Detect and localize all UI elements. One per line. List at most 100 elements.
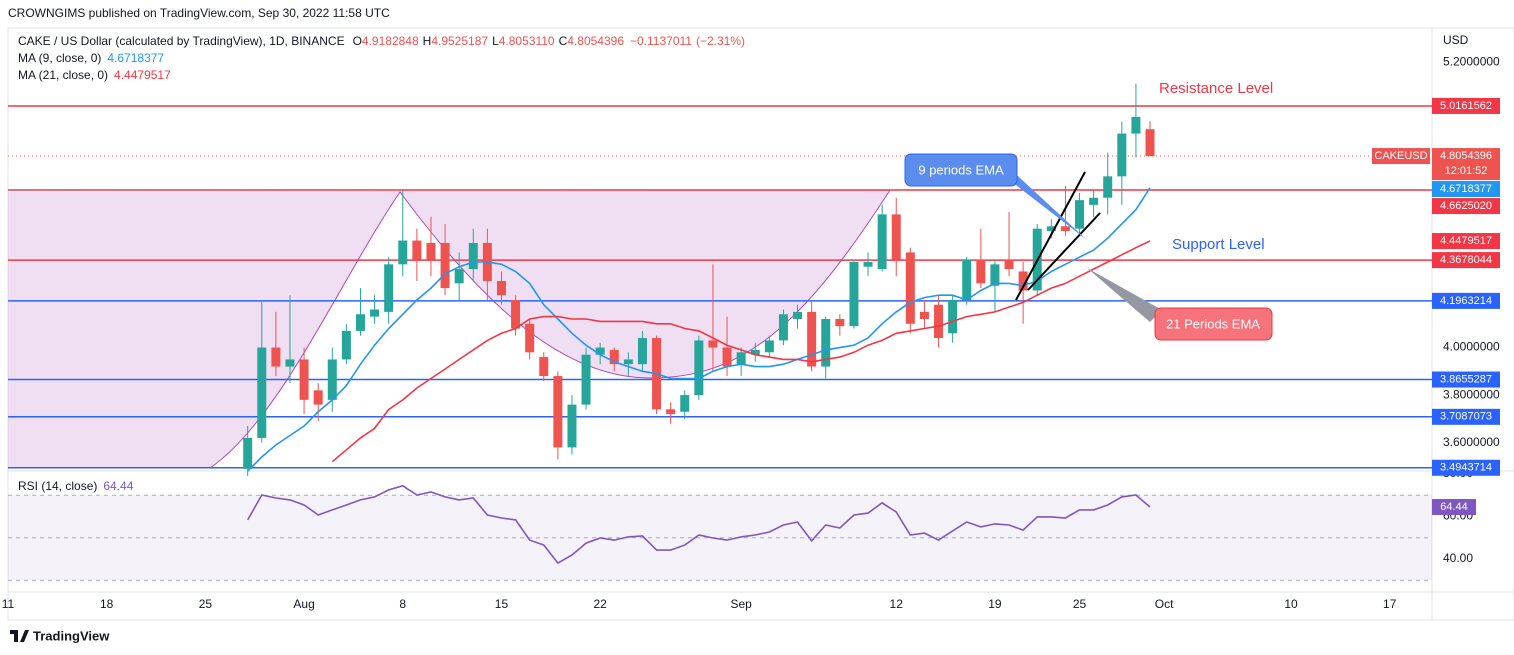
x-tick-label: Oct [1155, 597, 1174, 611]
level-tag-label: 3.8655287 [1440, 373, 1492, 385]
candle-body [454, 269, 464, 284]
price-tag [1432, 148, 1500, 181]
candle-body [1075, 200, 1085, 229]
ohlc-key: O [353, 34, 362, 48]
x-tick-label: Sep [730, 597, 752, 611]
candle-body [1089, 197, 1099, 205]
level-tag-label: 5.0161562 [1440, 100, 1492, 112]
ma9-legend: MA (9, close, 0) 4.6718377 [18, 51, 164, 65]
x-tick-label: 25 [199, 597, 213, 611]
candle-body [257, 347, 267, 438]
legend-name: MA (9, close, 0) [18, 51, 101, 65]
ma-line [247, 187, 1151, 472]
candle-body [327, 359, 337, 400]
candle-body [793, 311, 803, 320]
rsi-tick-label: 40.00 [1443, 551, 1473, 565]
candle-body [370, 309, 380, 317]
candle-body [243, 437, 253, 469]
y-tick-label: 3.6000000 [1443, 435, 1500, 449]
candle-body [736, 352, 746, 365]
x-tick-label: 18 [100, 597, 114, 611]
level-tag-label: 3.4943714 [1440, 462, 1492, 474]
candle-body [849, 261, 859, 327]
channel-line [1027, 212, 1101, 291]
brand-logo [10, 630, 29, 642]
level-tag [1432, 252, 1500, 269]
ohlc-value: 4.9182848 [362, 34, 419, 48]
candle-body [426, 242, 436, 260]
candle-body [496, 280, 506, 296]
x-tick-label: 8 [399, 597, 406, 611]
ticker-tag [1372, 148, 1430, 165]
level-tag-label: 4.6625020 [1440, 200, 1492, 212]
x-tick-label: 25 [1073, 597, 1087, 611]
y-tick-label: 4.0000000 [1443, 340, 1500, 354]
change-percent: (−2.31%) [696, 34, 745, 48]
level-tag-label: 4.1963214 [1440, 295, 1492, 307]
candle-body [877, 214, 887, 270]
candle-body [1018, 271, 1028, 291]
ma-line [331, 240, 1151, 463]
legend-value: 64.44 [103, 479, 133, 493]
ohlc-key: L [492, 34, 499, 48]
candle-body [821, 319, 831, 367]
legend-name: RSI (14, close) [18, 479, 97, 493]
x-tick-label: 19 [988, 597, 1002, 611]
ohlc-key: H [423, 34, 432, 48]
candle-body [750, 349, 760, 355]
candle-body [440, 242, 450, 289]
frame [7, 27, 1514, 621]
candle-body [835, 319, 845, 327]
resistance-label: Resistance Level [1159, 80, 1273, 97]
level-tag [1432, 459, 1500, 476]
rsi-legend: RSI (14, close) 64.44 [18, 479, 134, 493]
y-tick-label: 5.2000000 [1443, 54, 1500, 68]
x-tick-label: 15 [495, 597, 509, 611]
ma-tag-label: 4.6718377 [1440, 183, 1492, 195]
candle-body [581, 354, 591, 405]
candle-body [1004, 259, 1014, 270]
ma-tag-label: 4.4479517 [1440, 235, 1492, 247]
candle-body [962, 259, 972, 300]
ticker: CAKEUSD [1374, 150, 1427, 162]
published-line: CROWNGIMS published on TradingView.com, … [8, 6, 390, 20]
ema9-pointer [1005, 164, 1087, 240]
footer: TradingView [10, 628, 110, 643]
candle-body [778, 314, 788, 341]
x-tick-label: Aug [293, 597, 314, 611]
candle-body [1145, 129, 1155, 157]
candle-body [355, 314, 365, 331]
annotation-layer: 9 periods EMA 21 Periods EMA Resistance … [904, 80, 1273, 341]
level-tag [1432, 292, 1500, 309]
ohlc-value: 4.9525187 [431, 34, 488, 48]
level-tag [1432, 408, 1500, 425]
x-tick-label: 22 [593, 597, 607, 611]
legend-name: MA (21, close, 0) [18, 68, 108, 82]
level-tag [1432, 371, 1500, 388]
x-tick-label: 12 [890, 597, 904, 611]
candle-body [341, 330, 351, 360]
ma21-legend: MA (21, close, 0) 4.4479517 [18, 68, 171, 82]
ema21-label: 21 Periods EMA [1166, 316, 1260, 331]
ema21-pointer [1087, 268, 1162, 322]
candle-body [271, 347, 281, 367]
candle-body [891, 214, 901, 260]
candle-body [1117, 133, 1127, 177]
ma-tag [1432, 181, 1500, 198]
candle-body [976, 259, 986, 284]
candle-body [637, 338, 647, 365]
candle-body [708, 340, 718, 348]
candle-body [299, 359, 309, 400]
price-tag-label: 12:01:52 [1445, 165, 1488, 177]
channel-line [1015, 171, 1086, 301]
candle-body [398, 240, 408, 265]
rsi-line [247, 484, 1151, 565]
candle-body [384, 264, 394, 312]
level-tag-label: 3.7087073 [1440, 411, 1492, 423]
x-tick-label: 10 [1284, 597, 1298, 611]
level-tag [1432, 97, 1500, 114]
symbol: CAKE / US Dollar (calculated by TradingV… [18, 34, 345, 48]
candle-body [666, 409, 676, 415]
